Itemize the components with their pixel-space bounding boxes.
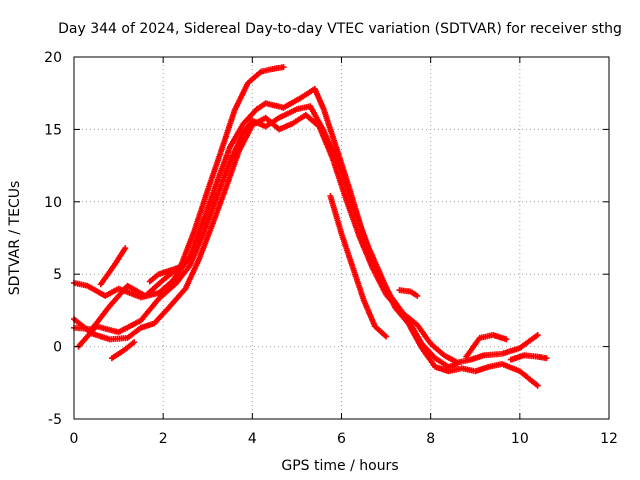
series-track-1 bbox=[71, 64, 287, 333]
series-markers bbox=[97, 245, 129, 288]
x-tick-label: 4 bbox=[248, 431, 257, 447]
series-markers bbox=[71, 64, 287, 333]
x-tick-label: 2 bbox=[159, 431, 168, 447]
series-track-5 bbox=[97, 245, 129, 288]
series-markers bbox=[71, 111, 541, 366]
series-track-7 bbox=[146, 262, 187, 285]
y-tick-label: 5 bbox=[53, 267, 62, 283]
x-tick-label: 10 bbox=[511, 431, 529, 447]
series-markers bbox=[146, 262, 187, 285]
x-tick-label: 8 bbox=[426, 431, 435, 447]
x-tick-label: 6 bbox=[337, 431, 346, 447]
x-tick-label: 0 bbox=[70, 431, 79, 447]
axis-ticks: 0 2 4 6 8 10 12 -5 0 5 10 15 20 bbox=[44, 50, 618, 447]
series-track-3 bbox=[75, 103, 541, 389]
y-axis-label: SDTVAR / TECUs bbox=[7, 181, 23, 296]
series-markers bbox=[108, 339, 138, 362]
y-tick-label: -5 bbox=[48, 412, 62, 428]
series-markers bbox=[507, 352, 550, 363]
chart-title: Day 344 of 2024, Sidereal Day-to-day VTE… bbox=[58, 21, 622, 37]
series-track-10 bbox=[463, 332, 510, 360]
series-track-9 bbox=[396, 287, 421, 299]
series-markers bbox=[327, 193, 390, 340]
series-track-6 bbox=[108, 339, 138, 362]
series-markers bbox=[463, 332, 510, 360]
series-track-11 bbox=[507, 352, 550, 363]
x-tick-label: 12 bbox=[600, 431, 618, 447]
y-tick-label: 15 bbox=[44, 122, 62, 138]
y-tick-label: 0 bbox=[53, 340, 62, 356]
series-markers bbox=[396, 287, 421, 299]
data-series bbox=[71, 64, 550, 389]
x-axis-label: GPS time / hours bbox=[281, 458, 398, 474]
series-track-8 bbox=[327, 193, 390, 340]
series-markers bbox=[75, 103, 541, 389]
y-tick-label: 10 bbox=[44, 195, 62, 211]
y-tick-label: 20 bbox=[44, 50, 62, 66]
series-track-4 bbox=[71, 111, 541, 366]
